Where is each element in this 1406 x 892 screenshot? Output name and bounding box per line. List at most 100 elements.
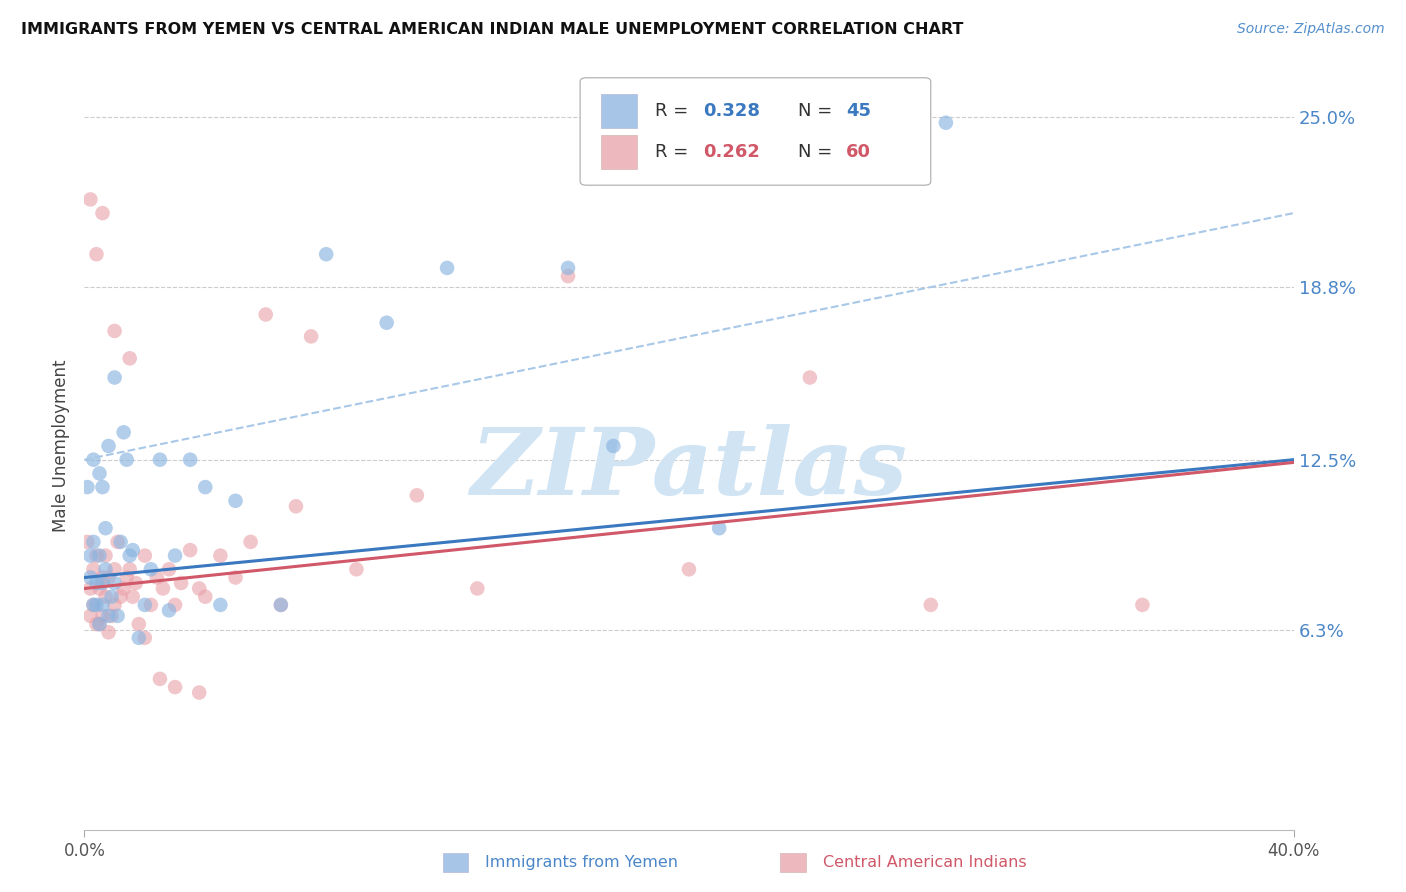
- Point: [104, 562, 127, 576]
- Point: [89, 617, 111, 632]
- Point: [82, 452, 104, 467]
- Point: [128, 617, 150, 632]
- Point: [118, 549, 141, 563]
- Text: 0.262: 0.262: [703, 144, 761, 161]
- Point: [209, 598, 232, 612]
- Point: [121, 590, 143, 604]
- Point: [86, 549, 108, 563]
- Point: [346, 562, 368, 576]
- Point: [89, 617, 111, 632]
- Point: [97, 608, 120, 623]
- Point: [225, 493, 247, 508]
- Point: [270, 598, 292, 612]
- Point: [315, 247, 337, 261]
- Point: [79, 570, 101, 584]
- Text: N =: N =: [797, 144, 838, 161]
- Point: [557, 260, 579, 275]
- Point: [436, 260, 458, 275]
- Y-axis label: Male Unemployment: Male Unemployment: [52, 359, 70, 533]
- Point: [86, 598, 108, 612]
- Point: [134, 631, 156, 645]
- Point: [104, 598, 127, 612]
- Text: Immigrants from Yemen: Immigrants from Yemen: [485, 855, 678, 870]
- Point: [89, 549, 111, 563]
- Point: [76, 534, 98, 549]
- Point: [94, 521, 117, 535]
- Point: [91, 608, 114, 623]
- Point: [157, 562, 180, 576]
- Text: R =: R =: [655, 144, 695, 161]
- Point: [91, 206, 114, 220]
- Point: [104, 576, 127, 591]
- Point: [115, 452, 138, 467]
- Point: [225, 570, 247, 584]
- Point: [112, 582, 135, 596]
- Point: [104, 324, 127, 338]
- Bar: [600, 94, 637, 128]
- Point: [134, 598, 156, 612]
- Point: [285, 500, 308, 514]
- Point: [406, 488, 429, 502]
- Text: 45: 45: [846, 102, 872, 120]
- Point: [1130, 598, 1153, 612]
- Text: 0.328: 0.328: [703, 102, 761, 120]
- Point: [110, 534, 132, 549]
- Text: Source: ZipAtlas.com: Source: ZipAtlas.com: [1237, 22, 1385, 37]
- Point: [79, 549, 101, 563]
- Point: [188, 582, 211, 596]
- Point: [146, 570, 169, 584]
- Point: [179, 543, 201, 558]
- Point: [557, 269, 579, 284]
- Point: [91, 570, 114, 584]
- Point: [125, 576, 148, 591]
- Point: [467, 582, 489, 596]
- Text: ZIPatlas: ZIPatlas: [471, 424, 907, 514]
- Point: [86, 247, 108, 261]
- Point: [100, 608, 122, 623]
- Point: [104, 370, 127, 384]
- Point: [920, 598, 942, 612]
- Point: [97, 570, 120, 584]
- Point: [299, 329, 322, 343]
- Point: [799, 370, 821, 384]
- Point: [602, 439, 624, 453]
- Point: [152, 582, 174, 596]
- FancyBboxPatch shape: [581, 78, 931, 186]
- Point: [165, 598, 187, 612]
- Point: [97, 439, 120, 453]
- Text: R =: R =: [655, 102, 695, 120]
- Point: [134, 549, 156, 563]
- Point: [194, 480, 217, 494]
- Text: Central American Indians: Central American Indians: [823, 855, 1026, 870]
- Point: [239, 534, 262, 549]
- Point: [270, 598, 292, 612]
- Point: [110, 590, 132, 604]
- Point: [79, 582, 101, 596]
- Point: [209, 549, 232, 563]
- Point: [149, 672, 172, 686]
- Point: [115, 570, 138, 584]
- Text: N =: N =: [797, 102, 838, 120]
- Point: [179, 452, 201, 467]
- Point: [375, 316, 398, 330]
- Point: [121, 543, 143, 558]
- Point: [100, 590, 122, 604]
- Bar: [600, 135, 637, 169]
- Point: [94, 590, 117, 604]
- Point: [157, 603, 180, 617]
- Point: [82, 534, 104, 549]
- Point: [165, 549, 187, 563]
- Point: [118, 562, 141, 576]
- Point: [170, 576, 193, 591]
- Point: [91, 480, 114, 494]
- Point: [139, 598, 162, 612]
- Point: [139, 562, 162, 576]
- Point: [107, 534, 129, 549]
- Point: [82, 598, 104, 612]
- Point: [128, 631, 150, 645]
- Text: IMMIGRANTS FROM YEMEN VS CENTRAL AMERICAN INDIAN MALE UNEMPLOYMENT CORRELATION C: IMMIGRANTS FROM YEMEN VS CENTRAL AMERICA…: [21, 22, 963, 37]
- Point: [79, 608, 101, 623]
- Text: 60: 60: [846, 144, 872, 161]
- Point: [107, 608, 129, 623]
- Point: [82, 598, 104, 612]
